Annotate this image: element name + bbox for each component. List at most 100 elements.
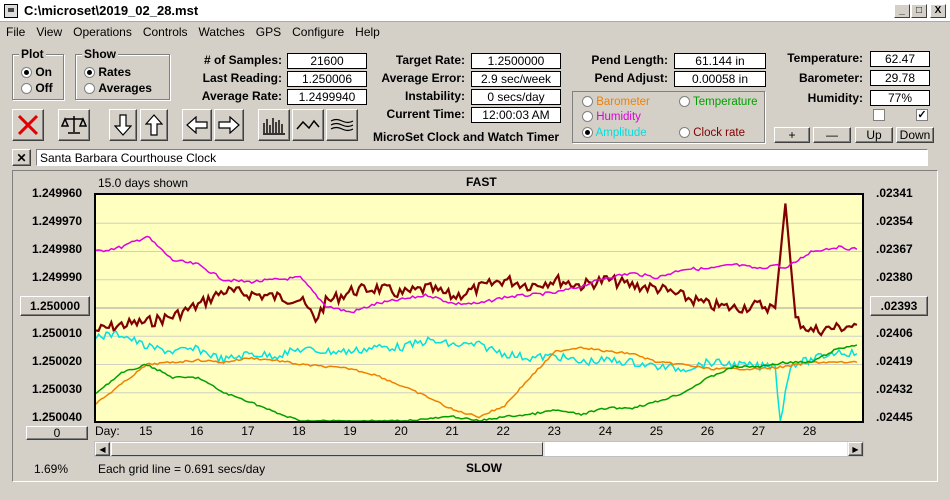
target-rate-value: 1.2500000 bbox=[471, 53, 561, 69]
left-center-button[interactable]: 1.250000 bbox=[20, 296, 90, 316]
show-averages-radio[interactable] bbox=[84, 83, 95, 95]
chart-area bbox=[94, 193, 864, 423]
clock-name-field[interactable]: Santa Barbara Courthouse Clock bbox=[36, 149, 928, 166]
arrow-up-icon bbox=[145, 114, 163, 136]
humidity-label: Humidity bbox=[596, 111, 641, 123]
average-error-value: 2.9 sec/week bbox=[471, 71, 561, 87]
plot-group: Plot On Off bbox=[12, 47, 64, 100]
percent-readout: 1.69% bbox=[34, 462, 69, 476]
left-tick: 1.250030 bbox=[32, 382, 83, 396]
maximize-button[interactable]: □ bbox=[911, 4, 927, 18]
menu-help[interactable]: Help bbox=[355, 25, 380, 39]
menu-controls[interactable]: Controls bbox=[142, 25, 188, 39]
clear-clock-name-button[interactable]: ✕ bbox=[12, 149, 31, 166]
minus-button[interactable]: — bbox=[813, 127, 851, 143]
left-axis: 1.249960 1.249970 1.249980 1.249990 1.25… bbox=[20, 186, 90, 426]
right-tick: .02432 bbox=[876, 382, 913, 396]
plot-off-label: Off bbox=[35, 81, 53, 95]
scroll-track[interactable] bbox=[545, 442, 847, 456]
right-tick: .02445 bbox=[876, 410, 913, 424]
plot-off-radio[interactable] bbox=[21, 83, 32, 95]
wave-button[interactable] bbox=[326, 109, 358, 141]
scroll-right-button[interactable]: ▶ bbox=[848, 442, 863, 456]
checkbox-2[interactable]: ✓ bbox=[916, 109, 928, 121]
app-icon[interactable] bbox=[4, 4, 18, 18]
pend-length-label: Pend Length: bbox=[591, 53, 668, 67]
samples-value: 21600 bbox=[287, 53, 367, 69]
series-humidity-option[interactable]: Humidity bbox=[582, 111, 641, 123]
plot-panel bbox=[12, 170, 938, 482]
arrow-down-button[interactable] bbox=[109, 109, 137, 141]
humidity-radio[interactable] bbox=[582, 111, 593, 123]
show-rates-radio[interactable] bbox=[84, 67, 95, 79]
series-line-humidity bbox=[96, 235, 858, 314]
temperature-label: Temperature bbox=[693, 96, 758, 108]
zero-button[interactable]: 0 bbox=[26, 426, 88, 440]
minimize-button[interactable]: _ bbox=[894, 4, 910, 18]
day-tick-label: 15 bbox=[139, 424, 153, 438]
menu-watches[interactable]: Watches bbox=[198, 25, 245, 39]
target-rate-label: Target Rate: bbox=[395, 53, 465, 67]
temperature-radio[interactable] bbox=[679, 96, 690, 108]
menu-view[interactable]: View bbox=[36, 25, 63, 39]
day-tick-label: 26 bbox=[700, 424, 715, 438]
arrow-right-icon bbox=[218, 116, 240, 134]
plus-button[interactable]: + bbox=[774, 127, 810, 143]
menu-bar: File View Operations Controls Watches GPS Conf… bbox=[0, 22, 950, 42]
series-amplitude-option[interactable]: Amplitude bbox=[582, 127, 647, 139]
day-tick-label: 21 bbox=[445, 424, 459, 438]
down-button[interactable]: Down bbox=[896, 127, 934, 143]
day-tick-label: 28 bbox=[802, 424, 817, 438]
menu-configure[interactable]: Configure bbox=[292, 25, 345, 39]
plot-on-option[interactable]: On bbox=[21, 65, 52, 79]
temperature-value: 62.47 bbox=[870, 51, 930, 67]
menu-file[interactable]: File bbox=[6, 25, 26, 39]
title-bar: C:\microset\2019_02_28.mst _ □ X bbox=[0, 0, 950, 22]
horizontal-scrollbar[interactable]: ◀ ▶ bbox=[94, 441, 864, 457]
instability-value: 0 secs/day bbox=[471, 89, 561, 105]
scroll-thumb[interactable] bbox=[111, 442, 543, 456]
arrow-right-button[interactable] bbox=[214, 109, 244, 141]
plot-off-option[interactable]: Off bbox=[21, 81, 53, 95]
chart-svg bbox=[96, 203, 862, 421]
day-tick-label: 24 bbox=[598, 424, 613, 438]
plot-group-title: Plot bbox=[19, 47, 46, 61]
clock-rate-radio[interactable] bbox=[679, 127, 690, 139]
histogram-button[interactable] bbox=[258, 109, 290, 141]
menu-operations[interactable]: Operations bbox=[73, 25, 132, 39]
right-center-button[interactable]: .02393 bbox=[870, 296, 928, 316]
show-averages-option[interactable]: Averages bbox=[84, 81, 152, 95]
average-error-label: Average Error: bbox=[381, 71, 465, 85]
scroll-left-button[interactable]: ◀ bbox=[95, 442, 110, 456]
plot-on-label: On bbox=[35, 65, 53, 79]
balance-button[interactable] bbox=[58, 109, 90, 141]
samples-label: # of Samples: bbox=[203, 53, 282, 67]
pend-adjust-value: 0.00058 in bbox=[674, 71, 766, 87]
menu-gps[interactable]: GPS bbox=[255, 25, 282, 39]
plot-on-radio[interactable] bbox=[21, 67, 32, 79]
barometer-radio[interactable] bbox=[582, 96, 593, 108]
current-time-value: 12:00:03 AM bbox=[471, 107, 561, 123]
day-tick-label: 17 bbox=[241, 424, 255, 438]
right-tick: .02419 bbox=[876, 354, 913, 368]
series-barometer-option[interactable]: Barometer bbox=[582, 96, 650, 108]
day-axis-label: Day: bbox=[95, 424, 120, 438]
series-temperature-option[interactable]: Temperature bbox=[679, 96, 758, 108]
histogram-icon bbox=[263, 118, 285, 135]
right-tick: .02380 bbox=[876, 270, 913, 284]
left-tick: 1.249980 bbox=[32, 242, 83, 256]
arrow-left-button[interactable] bbox=[182, 109, 212, 141]
show-group: Show Rates Averages bbox=[75, 47, 170, 100]
up-button[interactable]: Up bbox=[855, 127, 893, 143]
arrow-up-button[interactable] bbox=[140, 109, 168, 141]
close-button[interactable]: X bbox=[930, 4, 946, 18]
line-plot-button[interactable] bbox=[292, 109, 324, 141]
stop-button[interactable] bbox=[12, 109, 44, 141]
left-tick: 1.250020 bbox=[32, 354, 83, 368]
left-tick: 1.249990 bbox=[32, 270, 83, 284]
show-rates-option[interactable]: Rates bbox=[84, 65, 131, 79]
series-clock-rate-option[interactable]: Clock rate bbox=[679, 127, 745, 139]
left-tick: 1.249960 bbox=[32, 186, 83, 200]
checkbox-1[interactable] bbox=[873, 109, 885, 121]
amplitude-radio[interactable] bbox=[582, 127, 593, 139]
